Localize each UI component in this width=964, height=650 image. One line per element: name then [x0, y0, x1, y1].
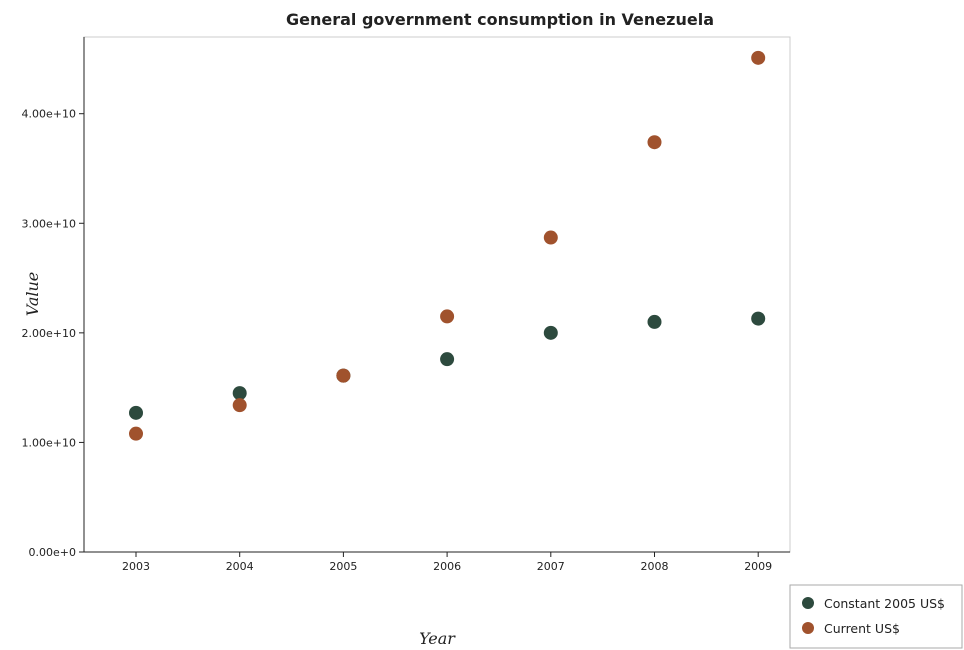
point-current-usd-2008: [647, 135, 662, 150]
legend-label: Constant 2005 US$: [824, 596, 945, 611]
point-constant-2005-2008: [647, 314, 662, 329]
point-constant-2005-2006: [440, 352, 455, 367]
x-axis-label: Year: [419, 629, 456, 648]
point-current-usd-2006: [440, 309, 455, 324]
point-constant-2005-2003: [129, 405, 143, 420]
x-tick-label: 2004: [226, 560, 254, 573]
legend-label: Current US$: [824, 621, 900, 636]
point-current-usd-2005: [336, 368, 351, 383]
y-tick-label: 1.00e+10: [22, 436, 76, 449]
point-current-usd-2009: [751, 50, 766, 65]
point-current-usd-2003: [129, 426, 143, 441]
y-axis-ticks: 0.00e+0 1.00e+10 2.00e+10 3.00e+10 4.00e+10: [22, 108, 84, 559]
legend: Constant 2005 US$ Current US$: [789, 584, 963, 649]
y-axis-label: Value: [23, 272, 42, 317]
x-tick-label: 2006: [433, 560, 461, 573]
plot-area: [83, 36, 791, 553]
y-tick-label: 0.00e+0: [29, 546, 76, 559]
legend-marker: [802, 597, 814, 609]
legend-box: [789, 584, 963, 649]
point-current-usd-2007: [543, 230, 558, 245]
point-constant-2005-2004: [232, 386, 247, 401]
chart-title: General government consumption in Venezu…: [286, 10, 714, 29]
x-tick-label: 2008: [641, 560, 669, 573]
point-current-usd-2004: [232, 398, 247, 413]
point-constant-2005-2009: [751, 311, 766, 326]
legend-marker: [802, 622, 814, 634]
x-tick-label: 2007: [537, 560, 565, 573]
x-tick-label: 2003: [122, 560, 150, 573]
x-tick-label: 2009: [744, 560, 772, 573]
data-points: [129, 50, 766, 441]
y-tick-label: 2.00e+10: [22, 327, 76, 340]
point-constant-2005-2007: [543, 325, 558, 340]
x-axis-ticks: 2003 2004 2005 2006 2007 2008 2009: [122, 552, 772, 573]
y-tick-label: 3.00e+10: [22, 217, 76, 230]
x-tick-label: 2005: [329, 560, 357, 573]
y-tick-label: 4.00e+10: [22, 108, 76, 121]
